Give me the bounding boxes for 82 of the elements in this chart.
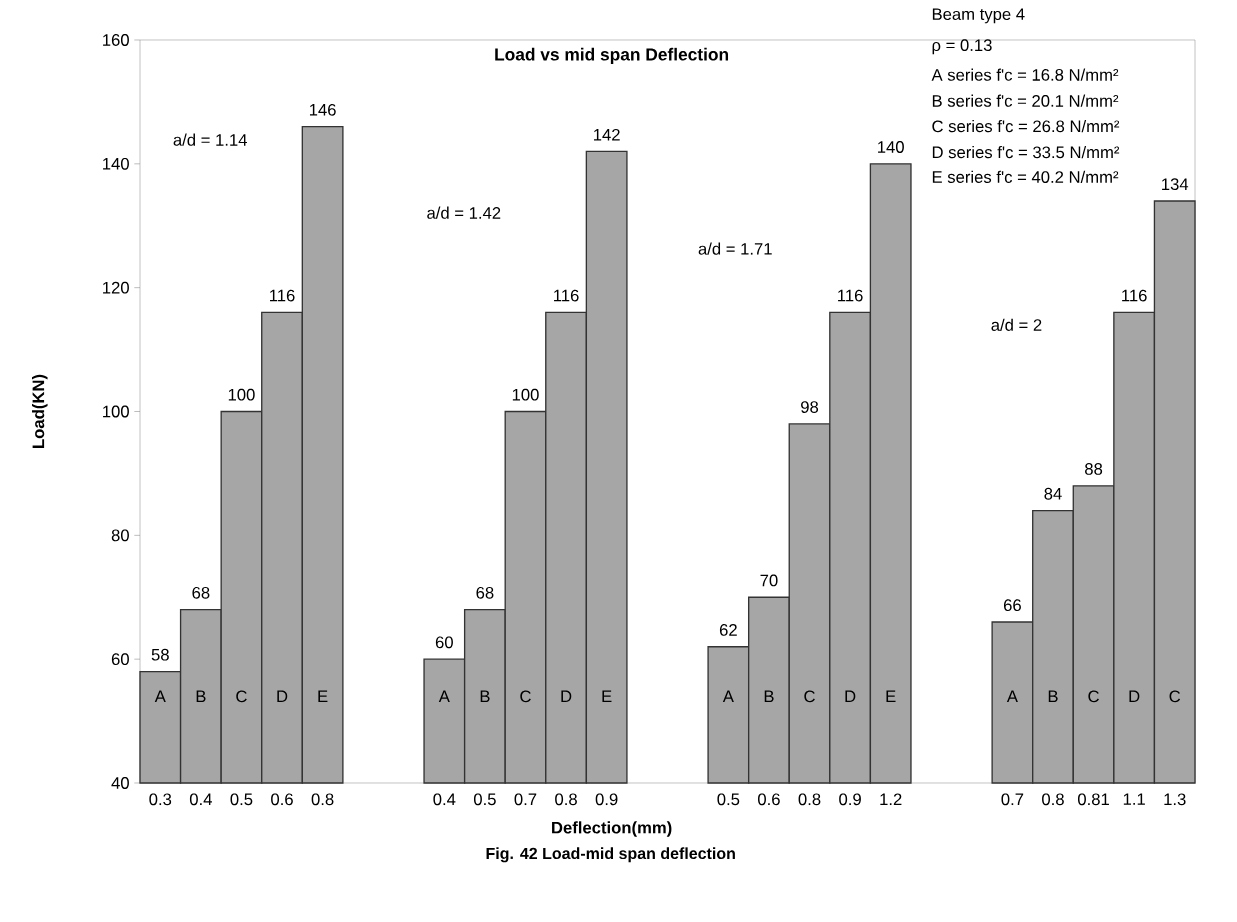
- y-tick-label: 140: [103, 157, 129, 170]
- annotation: D: [561, 690, 572, 703]
- x-tick-label: 0.81: [1078, 793, 1109, 806]
- annotation: C series f'c = 26.8 N/mm²: [932, 119, 1120, 133]
- x-tick-label: 0.8: [311, 793, 334, 806]
- y-tick-label: 160: [103, 34, 129, 46]
- x-tick-label: 0.8: [1042, 793, 1064, 806]
- x-tick-label: 0.7: [514, 793, 537, 806]
- y-tick-label: 40: [111, 777, 129, 789]
- data-label: 98: [801, 401, 819, 413]
- x-tick-label: 0.9: [595, 793, 618, 806]
- caption: Fig. 42 Load-mid span deflection: [486, 847, 735, 863]
- text: Beam type 4: [932, 8, 1025, 24]
- annotation: ρ = 0.13: [932, 39, 992, 55]
- y-tick-label: 120: [103, 281, 129, 294]
- data-label: 66: [1003, 599, 1021, 612]
- x-tick-label: 0.6: [758, 793, 780, 806]
- annotation: B: [480, 690, 490, 703]
- annotation: E series f'c = 40.2 N/mm²: [932, 170, 1119, 183]
- x-tick-label: 1.3: [1164, 793, 1186, 806]
- x-tick-label: 0.9: [839, 793, 861, 806]
- x-tick-label: 0.4: [433, 793, 456, 806]
- annotation: C: [520, 690, 531, 703]
- annotation: A: [438, 690, 450, 703]
- annotation: B: [196, 690, 206, 703]
- annotation: a/d = 1.14: [173, 133, 247, 146]
- annotation: a/d = 2: [991, 318, 1042, 331]
- x-tick-label: 0.8: [798, 793, 821, 806]
- data-label: 116: [270, 289, 295, 302]
- x-tick-label: 0.5: [230, 793, 253, 806]
- data-label: 62: [719, 624, 737, 636]
- annotation: D: [845, 690, 856, 703]
- x-tick-label: 0.5: [473, 793, 496, 806]
- annotation: A series f'c = 16.8 N/mm²: [931, 68, 1119, 81]
- annotation: C: [236, 690, 247, 703]
- annotation: E: [886, 690, 896, 703]
- x-tick-label: 0.5: [717, 793, 740, 806]
- annotation: A: [1006, 690, 1018, 703]
- x-tick-label: 0.6: [271, 793, 293, 806]
- annotation: D: [277, 690, 288, 703]
- x-tick-label: 1.2: [880, 793, 902, 806]
- annotation: C: [1169, 690, 1181, 703]
- x-tick-label: 0.4: [189, 793, 212, 806]
- annotation: B: [1048, 690, 1058, 703]
- annotation: B: [764, 690, 774, 703]
- data-label: 68: [192, 586, 210, 599]
- x-tick-label: 1.1: [1123, 793, 1145, 805]
- data-label: 116: [554, 289, 579, 302]
- annotation: D: [1129, 690, 1140, 703]
- annotation: A: [154, 690, 166, 703]
- data-label: 60: [435, 636, 453, 649]
- y-axis-title: Load(KN): [32, 374, 48, 448]
- data-label: 116: [1122, 289, 1147, 302]
- data-label: 84: [1044, 487, 1062, 500]
- data-label: 134: [1162, 178, 1189, 191]
- data-label: 140: [878, 141, 904, 153]
- y-tick-label: 100: [103, 405, 129, 418]
- annotation: a/d = 1.71: [698, 242, 772, 255]
- x-tick-label: 0.3: [149, 793, 172, 806]
- annotation: B series f'c = 20.1 N/mm²: [932, 94, 1119, 107]
- y-tick-label: 60: [111, 653, 129, 666]
- annotation: E: [318, 690, 328, 703]
- data-label: 116: [838, 289, 863, 302]
- x-axis-title: Deflection(mm): [552, 821, 672, 837]
- chart-title: Load vs mid span Deflection: [495, 47, 729, 65]
- data-label: 142: [594, 128, 620, 141]
- annotation: a/d = 1.42: [427, 206, 501, 219]
- y-tick-label: 80: [111, 529, 129, 542]
- data-label: 100: [228, 388, 255, 401]
- annotation: C: [804, 690, 815, 703]
- data-label: 68: [476, 586, 494, 599]
- x-tick-label: 0.8: [555, 793, 577, 806]
- data-label: 146: [309, 103, 336, 116]
- data-label: 88: [1085, 463, 1103, 475]
- annotation: E: [602, 690, 612, 703]
- data-label: 100: [512, 388, 539, 401]
- annotation: A: [722, 690, 734, 703]
- data-label: 58: [151, 648, 169, 661]
- x-tick-label: 0.7: [1001, 793, 1024, 806]
- data-label: 70: [760, 574, 778, 587]
- annotation: D series f'c = 33.5 N/mm²: [932, 145, 1120, 159]
- annotation: C: [1088, 690, 1099, 703]
